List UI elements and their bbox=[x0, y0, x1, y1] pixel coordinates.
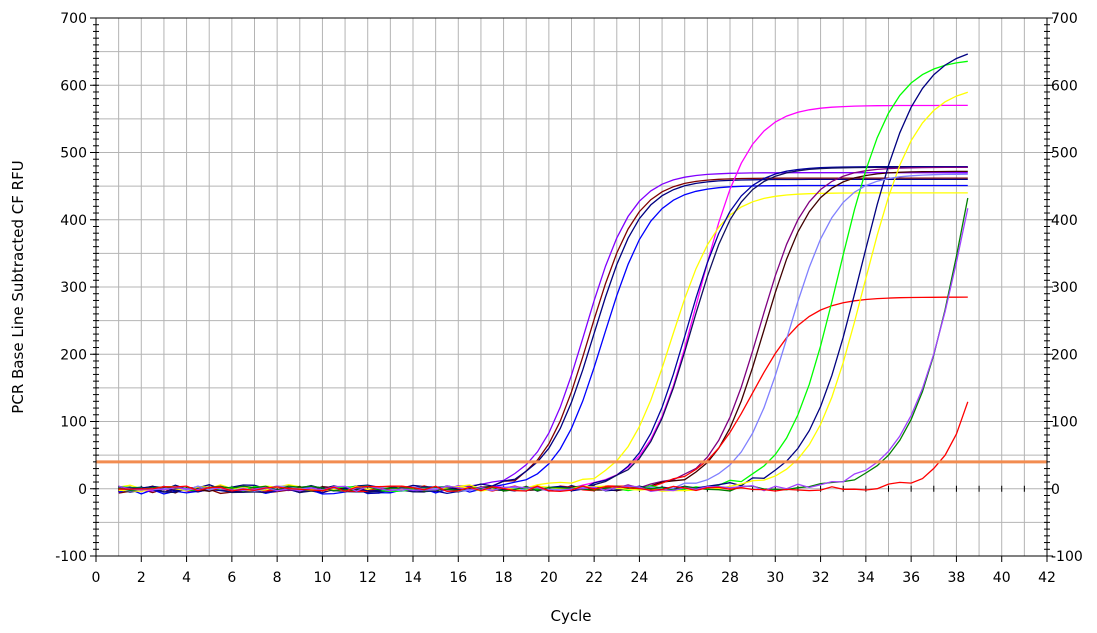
y-right-tick-label: 600 bbox=[1051, 78, 1078, 94]
x-tick-label: 0 bbox=[92, 570, 101, 586]
x-tick-label: 38 bbox=[948, 570, 966, 586]
x-tick-label: 12 bbox=[359, 570, 377, 586]
y-axis-right-ticks: -100 0 100 200 300 400 500 600 700 bbox=[1047, 11, 1083, 565]
x-tick-label: 8 bbox=[273, 570, 282, 586]
x-tick-label: 34 bbox=[857, 570, 875, 586]
y-right-tick-label: 500 bbox=[1051, 146, 1078, 162]
y-tick-label: 0 bbox=[78, 482, 87, 498]
x-tick-label: 16 bbox=[449, 570, 467, 586]
y-axis-title: PCR Base Line Subtracted CF RFU bbox=[9, 160, 27, 413]
x-tick-label: 30 bbox=[766, 570, 784, 586]
y-right-tick-label: 0 bbox=[1051, 482, 1060, 498]
x-tick-label: 18 bbox=[495, 570, 513, 586]
x-tick-label: 14 bbox=[404, 570, 422, 586]
x-tick-label: 26 bbox=[676, 570, 694, 586]
y-axis-ticks: -100 0 100 200 300 400 500 600 700 bbox=[55, 11, 96, 565]
x-tick-label: 24 bbox=[631, 570, 649, 586]
x-tick-label: 40 bbox=[993, 570, 1011, 586]
y-tick-label: -100 bbox=[55, 549, 87, 565]
x-tick-label: 20 bbox=[540, 570, 558, 586]
amplification-curve bbox=[118, 401, 969, 493]
y-tick-label: 100 bbox=[60, 415, 87, 431]
x-axis-title: Cycle bbox=[551, 607, 592, 625]
data-series bbox=[118, 53, 969, 495]
y-tick-label: 200 bbox=[60, 347, 87, 363]
x-axis-ticks: 0 2 4 6 8 10 12 14 16 18 20 22 24 26 28 30 32 34 36 38 40 42 bbox=[92, 556, 1056, 586]
x-tick-label: 4 bbox=[182, 570, 191, 586]
y-right-tick-label: -100 bbox=[1051, 549, 1083, 565]
y-tick-label: 500 bbox=[60, 146, 87, 162]
x-tick-label: 28 bbox=[721, 570, 739, 586]
x-tick-label: 10 bbox=[314, 570, 332, 586]
x-tick-label: 2 bbox=[137, 570, 146, 586]
amplification-curve bbox=[118, 208, 969, 492]
y-right-tick-label: 300 bbox=[1051, 280, 1078, 296]
y-tick-label: 300 bbox=[60, 280, 87, 296]
x-tick-label: 36 bbox=[902, 570, 920, 586]
y-right-tick-label: 400 bbox=[1051, 213, 1078, 229]
x-tick-label: 6 bbox=[227, 570, 236, 586]
y-right-tick-label: 200 bbox=[1051, 347, 1078, 363]
x-tick-label: 32 bbox=[812, 570, 830, 586]
x-tick-label: 22 bbox=[585, 570, 603, 586]
y-right-tick-label: 100 bbox=[1051, 415, 1078, 431]
y-tick-label: 600 bbox=[60, 78, 87, 94]
y-tick-label: 700 bbox=[60, 11, 87, 27]
y-tick-label: 400 bbox=[60, 213, 87, 229]
y-right-tick-label: 700 bbox=[1051, 11, 1078, 27]
x-tick-label: 42 bbox=[1038, 570, 1056, 586]
